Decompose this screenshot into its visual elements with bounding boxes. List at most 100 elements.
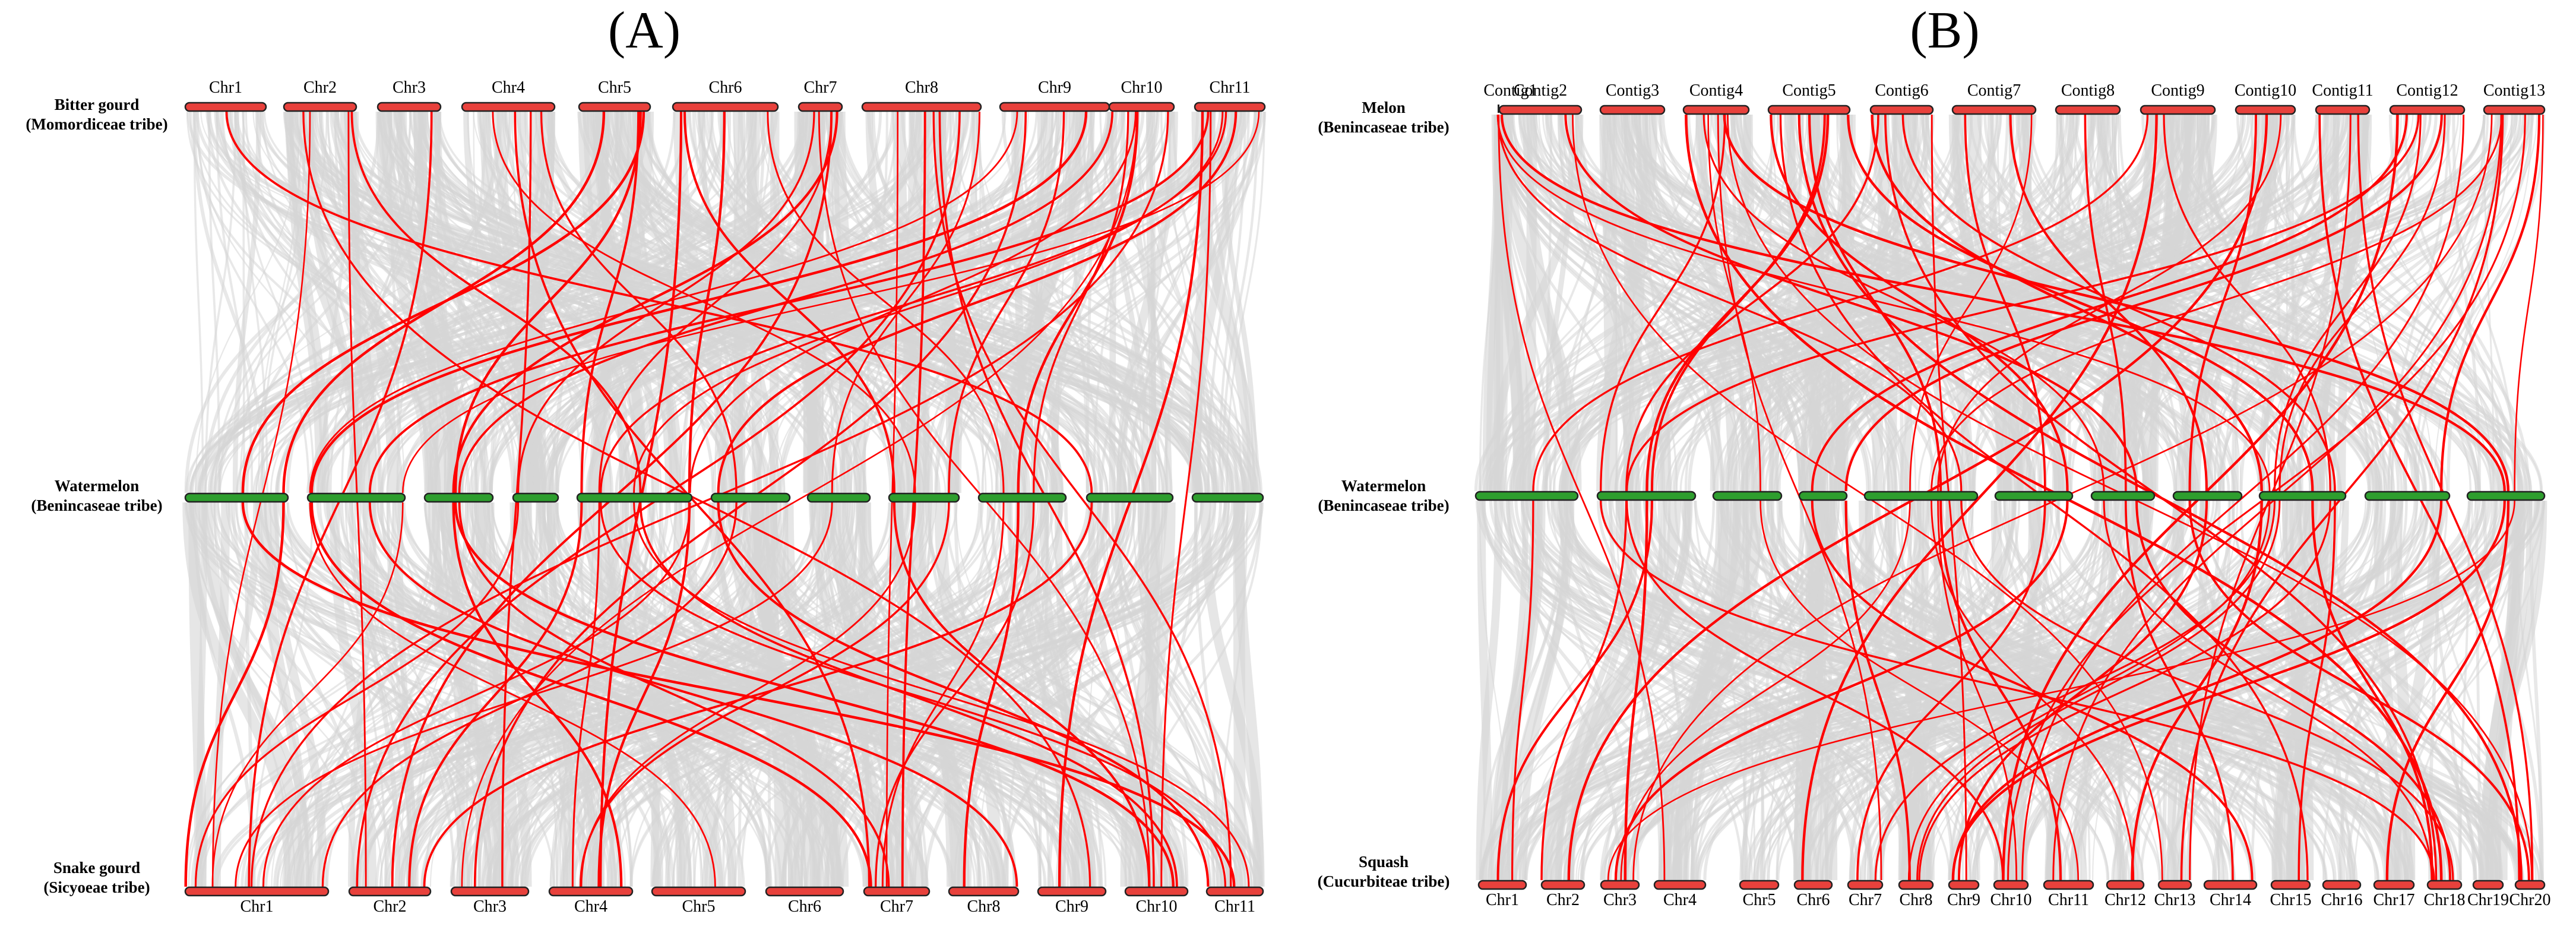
grey-bundle bbox=[698, 111, 776, 494]
chromosome-label: Chr15 bbox=[2270, 891, 2312, 909]
grey-bundle bbox=[999, 111, 1088, 494]
grey-link bbox=[2064, 500, 2238, 881]
red-link-upper bbox=[948, 111, 1065, 494]
chromosome-bar bbox=[1948, 880, 1980, 890]
grey-bundle bbox=[917, 111, 933, 494]
chromosome-label: Contig13 bbox=[2483, 81, 2545, 100]
chromosome-bar bbox=[2172, 491, 2243, 501]
grey-bundle bbox=[596, 111, 647, 494]
grey-bundle bbox=[630, 502, 686, 887]
red-link-lower bbox=[452, 502, 623, 887]
grey-link bbox=[1832, 114, 2262, 492]
chromosome-bar bbox=[861, 102, 982, 112]
chromosome-label: Chr9 bbox=[1038, 78, 1071, 97]
grey-bundle bbox=[934, 502, 1003, 887]
grey-bundle bbox=[477, 502, 519, 887]
red-link-upper bbox=[2273, 114, 2422, 492]
grey-link bbox=[2211, 500, 2495, 881]
red-link-upper bbox=[282, 111, 606, 494]
red-link-upper bbox=[1496, 114, 2271, 492]
red-link-upper bbox=[2514, 114, 2544, 492]
chromosome-bar bbox=[1994, 491, 2074, 501]
chromosome-bar bbox=[1599, 105, 1666, 115]
chromosome-bar bbox=[376, 102, 442, 112]
tribe-label-benincaseae-melon: (Benincaseae tribe) bbox=[1318, 118, 1449, 136]
grey-link bbox=[2044, 114, 2518, 492]
chromosome-label: Chr16 bbox=[2321, 891, 2363, 909]
red-link-upper bbox=[683, 111, 895, 494]
chromosome-bar bbox=[348, 886, 432, 897]
red-link-upper bbox=[2163, 114, 2331, 492]
chromosome-bar bbox=[1847, 880, 1884, 890]
grey-bundle bbox=[2257, 114, 2332, 492]
chromosome-label: Chr6 bbox=[1797, 891, 1830, 909]
panel-letter-a: (A) bbox=[608, 2, 681, 59]
grey-bundle bbox=[1220, 111, 1258, 494]
chromosome-bar bbox=[1124, 886, 1189, 897]
red-link-lower bbox=[235, 502, 833, 887]
chromosome-bar bbox=[2472, 880, 2504, 890]
grey-bundle bbox=[362, 502, 400, 887]
chromosome-labels: Chr1 Chr2 Chr3 Chr4 Chr5 Chr6 Chr7 Chr8 Chr9 Chr1… bbox=[209, 78, 2551, 916]
grey-bundle bbox=[1542, 114, 1575, 492]
chromosome-label: Contig10 bbox=[2235, 81, 2296, 100]
chromosome-bar bbox=[1086, 492, 1174, 503]
red-link-upper bbox=[1964, 114, 2046, 492]
chromosome-bar bbox=[1767, 105, 1851, 115]
grey-bundle bbox=[833, 111, 866, 494]
grey-link bbox=[1684, 114, 1884, 492]
chromosome-label: Chr1 bbox=[209, 78, 242, 97]
grey-bundle bbox=[182, 502, 296, 887]
chromosome-bar bbox=[1793, 880, 1833, 890]
grey-bundle bbox=[199, 502, 261, 887]
grey-bundle bbox=[708, 502, 841, 887]
grey-link bbox=[2045, 500, 2394, 881]
grey-bundle bbox=[1476, 500, 1503, 881]
chromosome-bar bbox=[672, 102, 779, 112]
chromosome-label: Chr7 bbox=[804, 78, 837, 97]
grey-link bbox=[393, 111, 1201, 494]
red-link-upper bbox=[1650, 114, 1826, 492]
grey-bundle bbox=[1523, 114, 1571, 492]
red-link-lower bbox=[454, 502, 1175, 887]
chromosome-label: Chr3 bbox=[473, 897, 507, 916]
tribe-label-sicyoeae: (Sicyoeae tribe) bbox=[43, 878, 150, 896]
chromosome-bar bbox=[806, 492, 871, 503]
chromosome-bar bbox=[2466, 491, 2546, 501]
grey-bundle bbox=[812, 502, 885, 887]
chromosome-bar bbox=[2270, 880, 2311, 890]
tribe-label-cucurbiteae: (Cucurbiteae tribe) bbox=[1318, 872, 1450, 890]
grey-bundle bbox=[1500, 114, 1582, 492]
red-link-lower bbox=[1620, 500, 1911, 881]
labels: (A) (B) Bitter gourd (Momordiceae tribe)… bbox=[26, 2, 1979, 896]
grey-link bbox=[1137, 111, 1222, 494]
red-link-upper bbox=[1871, 114, 2263, 492]
grey-bundle bbox=[894, 502, 957, 887]
red-link-upper bbox=[1707, 114, 1761, 492]
grey-bundle bbox=[685, 502, 737, 887]
grey-bundle bbox=[933, 111, 960, 494]
chromosome-label: Contig8 bbox=[2061, 81, 2115, 100]
red-link-span bbox=[302, 111, 1091, 887]
red-link-upper bbox=[225, 111, 1093, 494]
chromosome-label: Contig11 bbox=[2312, 81, 2373, 100]
grey-bundle bbox=[1200, 502, 1265, 887]
grey-link bbox=[1972, 114, 2092, 492]
chromosome-bar bbox=[283, 102, 357, 112]
grey-link bbox=[319, 111, 478, 494]
grey-bundle bbox=[329, 502, 377, 887]
chromosome-bar bbox=[2157, 880, 2192, 890]
chromosome-bar bbox=[184, 492, 289, 503]
grey-link bbox=[208, 111, 221, 494]
red-link-upper bbox=[831, 111, 980, 494]
grey-bundle bbox=[2191, 114, 2280, 492]
red-link-lower bbox=[597, 502, 691, 887]
grey-bundle bbox=[2099, 114, 2157, 492]
chromosome-bar bbox=[2043, 880, 2094, 890]
red-link-lower bbox=[1907, 500, 2271, 881]
chromosome-bar bbox=[1600, 880, 1640, 890]
red-link-upper bbox=[2009, 114, 2208, 492]
chromosome-label: Contig1 bbox=[1483, 81, 1537, 100]
grey-link bbox=[193, 111, 204, 494]
chromosome-bar bbox=[1869, 105, 1934, 115]
